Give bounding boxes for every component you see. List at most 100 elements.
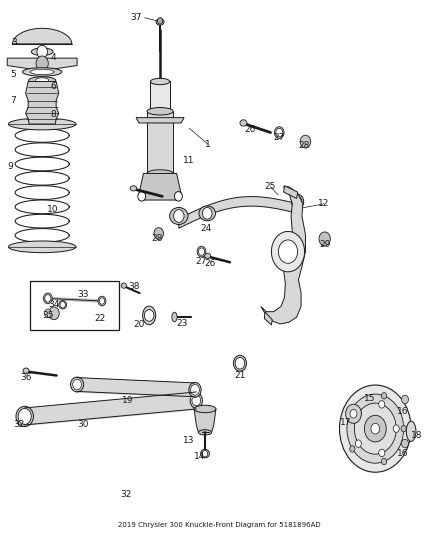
Text: 34: 34: [48, 300, 60, 309]
Circle shape: [45, 295, 51, 302]
Ellipse shape: [22, 68, 62, 76]
Ellipse shape: [233, 356, 247, 371]
Text: 3: 3: [11, 38, 17, 47]
Circle shape: [350, 405, 355, 411]
Text: 6: 6: [50, 82, 56, 91]
Circle shape: [202, 207, 212, 219]
Ellipse shape: [130, 185, 137, 191]
Ellipse shape: [406, 421, 416, 441]
Text: 37: 37: [130, 13, 142, 22]
Ellipse shape: [201, 449, 209, 458]
Bar: [30, 281, 119, 330]
Polygon shape: [136, 118, 184, 123]
Circle shape: [300, 135, 311, 148]
Ellipse shape: [194, 405, 216, 413]
Text: 32: 32: [13, 421, 25, 430]
Ellipse shape: [199, 206, 215, 221]
Ellipse shape: [23, 368, 29, 373]
Circle shape: [49, 307, 59, 320]
Circle shape: [350, 446, 355, 452]
Circle shape: [191, 384, 199, 395]
Circle shape: [402, 395, 409, 403]
Circle shape: [157, 18, 162, 24]
Text: 18: 18: [410, 431, 422, 440]
Text: 27: 27: [195, 257, 206, 265]
Circle shape: [402, 439, 409, 448]
Ellipse shape: [170, 207, 188, 224]
Text: 16: 16: [397, 407, 408, 416]
Circle shape: [99, 298, 105, 304]
Text: 15: 15: [364, 394, 375, 403]
Ellipse shape: [138, 191, 146, 201]
Ellipse shape: [150, 108, 170, 115]
Circle shape: [355, 410, 361, 417]
Ellipse shape: [147, 169, 173, 177]
Text: 36: 36: [20, 373, 32, 382]
Circle shape: [145, 310, 154, 321]
Text: 2019 Chrysler 300 Knuckle-Front Diagram for 5181896AD: 2019 Chrysler 300 Knuckle-Front Diagram …: [118, 522, 320, 528]
Ellipse shape: [174, 191, 182, 201]
Circle shape: [37, 45, 47, 58]
Ellipse shape: [8, 241, 76, 253]
Circle shape: [381, 393, 387, 399]
Text: 11: 11: [183, 156, 194, 165]
Text: 24: 24: [200, 224, 212, 233]
Text: 29: 29: [319, 240, 330, 249]
Circle shape: [44, 309, 51, 318]
Ellipse shape: [143, 306, 155, 325]
Text: 14: 14: [194, 453, 205, 462]
Circle shape: [371, 423, 380, 434]
Ellipse shape: [205, 253, 211, 259]
Ellipse shape: [156, 19, 164, 25]
Ellipse shape: [31, 48, 53, 55]
Circle shape: [401, 425, 406, 432]
Ellipse shape: [240, 120, 247, 126]
Text: 4: 4: [50, 53, 56, 62]
Polygon shape: [7, 58, 77, 69]
Text: 21: 21: [234, 371, 246, 380]
Circle shape: [202, 450, 208, 457]
Circle shape: [36, 56, 48, 71]
Text: 30: 30: [77, 421, 88, 430]
Ellipse shape: [198, 430, 212, 435]
Text: 28: 28: [151, 235, 162, 244]
Circle shape: [101, 303, 112, 316]
Circle shape: [73, 379, 81, 390]
Text: 10: 10: [47, 205, 59, 214]
Circle shape: [354, 403, 396, 454]
Text: 23: 23: [176, 319, 187, 328]
Ellipse shape: [59, 301, 67, 309]
Text: 5: 5: [10, 70, 16, 78]
Polygon shape: [25, 82, 59, 124]
Ellipse shape: [28, 77, 56, 84]
Circle shape: [173, 209, 184, 222]
Text: 1: 1: [205, 140, 211, 149]
Ellipse shape: [197, 246, 206, 257]
Text: 27: 27: [274, 133, 285, 142]
Polygon shape: [194, 409, 216, 432]
Text: 16: 16: [397, 449, 408, 458]
Text: 25: 25: [265, 182, 276, 191]
Ellipse shape: [8, 118, 76, 130]
Ellipse shape: [147, 108, 173, 115]
Ellipse shape: [172, 312, 177, 322]
Bar: [147, 111, 173, 173]
Polygon shape: [284, 185, 297, 198]
Text: 20: 20: [134, 320, 145, 329]
Ellipse shape: [150, 78, 170, 85]
Circle shape: [319, 232, 330, 246]
Circle shape: [18, 408, 31, 424]
Ellipse shape: [275, 127, 284, 139]
Ellipse shape: [43, 293, 52, 304]
Text: 33: 33: [77, 289, 88, 298]
Circle shape: [192, 395, 201, 406]
Polygon shape: [12, 28, 72, 44]
Ellipse shape: [16, 406, 33, 426]
Circle shape: [364, 415, 386, 442]
Text: 32: 32: [121, 489, 132, 498]
Ellipse shape: [291, 194, 304, 209]
Circle shape: [346, 404, 361, 423]
Ellipse shape: [30, 69, 54, 75]
Text: 9: 9: [7, 162, 13, 171]
Circle shape: [154, 228, 163, 239]
